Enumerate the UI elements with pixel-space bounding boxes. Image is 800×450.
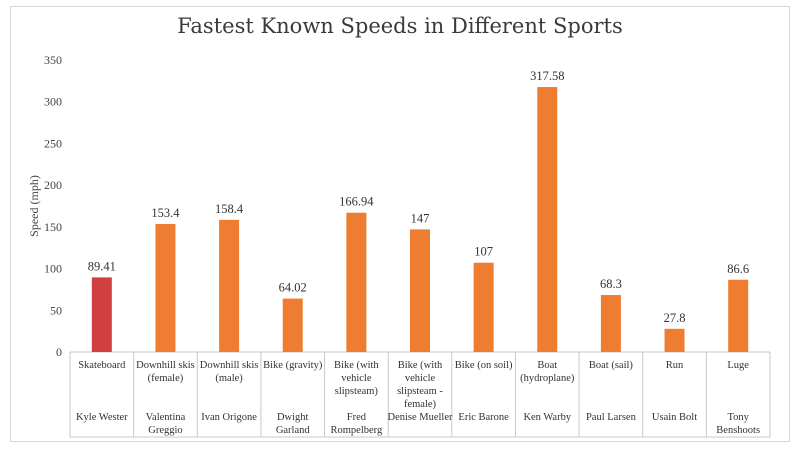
bar xyxy=(155,224,176,352)
category-label: female) xyxy=(404,399,437,410)
category-label: Bike (with xyxy=(334,360,379,371)
category-label: Skateboard xyxy=(78,360,126,371)
data-label: 158.4 xyxy=(215,202,244,216)
category-label: (hydroplane) xyxy=(520,373,575,384)
bar xyxy=(282,298,303,352)
category-label: Boat (sail) xyxy=(589,360,634,371)
data-label: 107 xyxy=(474,245,493,259)
category-label: Bike (with xyxy=(398,360,443,371)
category-label: slipsteam - xyxy=(397,386,443,397)
category-label: Downhill skis xyxy=(136,360,195,371)
y-tick-label: 350 xyxy=(44,53,62,67)
category-label: vehicle xyxy=(341,373,372,384)
category-label: Downhill skis xyxy=(200,360,259,371)
athlete-label: Ivan Origone xyxy=(201,412,257,423)
athlete-label: Ken Warby xyxy=(523,412,571,423)
data-label: 64.02 xyxy=(279,281,307,295)
bar xyxy=(728,279,749,352)
athlete-label: Garland xyxy=(276,425,311,436)
category-label: (female) xyxy=(148,373,184,384)
data-label: 317.58 xyxy=(530,69,564,83)
bar xyxy=(346,212,367,352)
data-label: 86.6 xyxy=(727,262,749,276)
y-tick-label: 200 xyxy=(44,178,62,192)
category-label: Bike (gravity) xyxy=(263,360,323,371)
athlete-label: Usain Bolt xyxy=(652,412,697,423)
data-label: 27.8 xyxy=(664,311,686,325)
category-label: Run xyxy=(666,360,684,371)
data-label: 68.3 xyxy=(600,277,622,291)
category-label: (male) xyxy=(215,373,243,384)
bar xyxy=(664,328,685,352)
athlete-label: Greggio xyxy=(148,425,182,436)
athlete-label: Rompelberg xyxy=(331,425,383,436)
chart-title: Fastest Known Speeds in Different Sports xyxy=(177,14,623,38)
data-label: 89.41 xyxy=(88,259,116,273)
y-axis-label: Speed (mph) xyxy=(27,175,41,237)
bar xyxy=(410,229,430,352)
data-label: 166.94 xyxy=(339,195,374,209)
category-label: slipsteam) xyxy=(335,386,379,397)
bar xyxy=(537,87,558,352)
data-label: 147 xyxy=(411,211,430,225)
athlete-label: Eric Barone xyxy=(458,412,509,423)
athlete-label: Dwight xyxy=(277,412,309,423)
bar xyxy=(473,262,494,352)
bar xyxy=(91,277,112,352)
y-tick-label: 300 xyxy=(44,95,62,109)
athlete-label: Benshoots xyxy=(716,425,760,436)
athlete-label: Tony xyxy=(727,412,749,423)
bar xyxy=(600,295,621,352)
athlete-label: Kyle Wester xyxy=(76,412,128,423)
chart-frame xyxy=(10,6,790,442)
athlete-label: Paul Larsen xyxy=(586,412,637,423)
data-label: 153.4 xyxy=(151,206,180,220)
category-label: vehicle xyxy=(405,373,436,384)
athlete-label: Denise Mueller xyxy=(387,412,453,423)
y-tick-label: 50 xyxy=(50,303,62,317)
y-tick-label: 100 xyxy=(44,262,62,276)
bar xyxy=(219,219,240,352)
y-tick-label: 0 xyxy=(56,345,62,359)
y-tick-label: 150 xyxy=(44,220,62,234)
category-label: Bike (on soil) xyxy=(455,360,513,371)
category-label: Boat xyxy=(537,360,557,371)
category-label: Luge xyxy=(727,360,749,371)
athlete-label: Fred xyxy=(347,412,367,423)
athlete-label: Valentina xyxy=(146,412,186,423)
y-tick-label: 250 xyxy=(44,136,62,150)
